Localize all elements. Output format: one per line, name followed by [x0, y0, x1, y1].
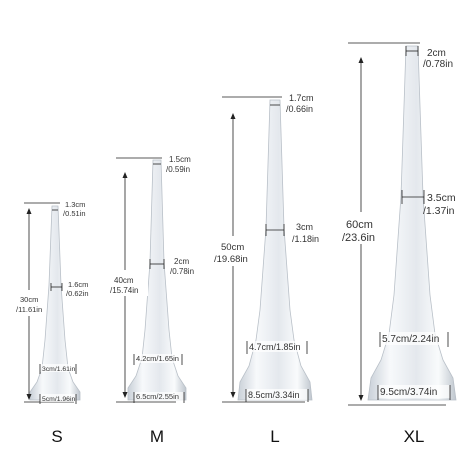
- size-label-m: M: [150, 427, 164, 446]
- m-mid-inch-label: /0.78in: [170, 267, 194, 276]
- l-base-label: 8.5cm/3.34in: [248, 390, 300, 400]
- xl-mid-label: 3.5cm: [427, 192, 456, 204]
- xl-base-label: 9.5cm/3.74in: [380, 387, 437, 398]
- xl-neck-label: 5.7cm/2.24in: [382, 334, 439, 345]
- xl-length-label: 60cm: [346, 219, 373, 231]
- s-mid-label: 1.6cm: [68, 280, 88, 289]
- m-neck-label: 4.2cm/1.65in: [136, 354, 179, 363]
- product-l-body: [237, 99, 313, 401]
- product-l: 50cm /19.68in 1.7cm /0.66in 3cm /1.18in …: [212, 93, 319, 446]
- l-arrow-down-icon: [230, 392, 236, 398]
- m-arrow-down-icon: [122, 392, 128, 398]
- l-length-label: 50cm: [221, 242, 244, 253]
- m-length-label: 40cm: [114, 276, 134, 285]
- xl-mid-inch-label: /1.37in: [423, 205, 455, 217]
- s-arrow-up-icon: [26, 208, 32, 214]
- m-mid-label: 2cm: [174, 257, 189, 266]
- l-tip-inch-label: /0.66in: [286, 104, 313, 114]
- s-mid-inch-label: /0.62in: [66, 289, 89, 298]
- product-xl-body: [367, 45, 457, 401]
- l-arrow-up-icon: [230, 113, 236, 119]
- m-tip-label: 1.5cm: [169, 155, 191, 164]
- s-base-label: 5cm/1.96in: [42, 396, 75, 403]
- s-neck-label: 3cm/1.61in: [42, 366, 75, 373]
- m-base-label: 6.5cm/2.55in: [136, 392, 179, 401]
- m-arrow-up-icon: [122, 172, 128, 178]
- xl-length-inch-label: /23.6in: [342, 232, 375, 244]
- s-length-inch-label: /11.61in: [16, 305, 42, 314]
- s-tip-label: 1.3cm: [65, 200, 85, 209]
- size-label-s: S: [51, 427, 62, 446]
- s-length-label: 30cm: [20, 295, 38, 304]
- xl-arrow-up-icon: [358, 57, 364, 63]
- l-tip-label: 1.7cm: [289, 93, 314, 103]
- product-m: 40cm /15.74in 1.5cm /0.59in 2cm /0.78in …: [108, 155, 194, 446]
- xl-tip-label: 2cm: [427, 48, 446, 59]
- product-s-body: [29, 205, 81, 401]
- product-xl: 60cm /23.6in 2cm /0.78in 3.5cm /1.37in 5…: [338, 42, 457, 446]
- xl-tip-inch-label: /0.78in: [423, 59, 453, 70]
- product-s: 30cm /11.61in 1.3cm /0.51in 1.6cm /0.62i…: [8, 200, 89, 446]
- product-m-body: [127, 159, 187, 401]
- m-tip-inch-label: /0.59in: [166, 165, 190, 174]
- s-arrow-down-icon: [26, 394, 32, 400]
- l-mid-label: 3cm: [296, 222, 313, 232]
- l-length-inch-label: /19.68in: [214, 254, 248, 265]
- l-neck-label: 4.7cm/1.85in: [249, 342, 301, 352]
- s-tip-inch-label: /0.51in: [63, 209, 86, 218]
- m-length-inch-label: /15.74in: [110, 286, 138, 295]
- l-mid-inch-label: /1.18in: [292, 234, 319, 244]
- xl-arrow-down-icon: [358, 395, 364, 401]
- size-label-xl: XL: [404, 427, 425, 446]
- size-label-l: L: [270, 427, 279, 446]
